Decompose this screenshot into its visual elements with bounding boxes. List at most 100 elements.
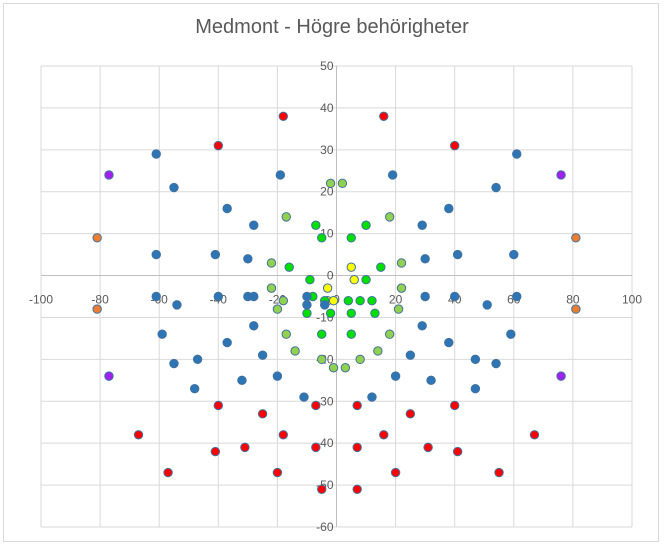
data-point xyxy=(305,275,315,285)
data-point xyxy=(396,283,407,293)
data-point xyxy=(92,233,102,243)
data-point xyxy=(373,346,383,356)
data-point xyxy=(370,308,380,318)
data-point xyxy=(405,409,416,419)
data-point xyxy=(311,220,321,230)
y-tick-label: 40 xyxy=(320,101,334,115)
data-point xyxy=(452,446,463,457)
data-point xyxy=(361,275,371,285)
data-point xyxy=(189,384,200,394)
data-point xyxy=(249,220,259,230)
data-point xyxy=(278,111,289,121)
data-point xyxy=(426,375,436,386)
data-point xyxy=(346,233,356,243)
data-point xyxy=(417,220,427,230)
data-point xyxy=(272,371,283,381)
data-point xyxy=(284,262,294,272)
data-point xyxy=(311,442,321,453)
data-point xyxy=(367,295,377,306)
data-point xyxy=(317,484,327,494)
y-tick-label: -30 xyxy=(316,394,334,408)
data-point xyxy=(163,467,173,478)
data-point xyxy=(379,430,389,440)
data-point xyxy=(450,400,460,411)
data-point xyxy=(352,400,362,411)
data-point xyxy=(361,220,371,230)
data-point xyxy=(257,350,268,360)
data-point xyxy=(311,400,321,411)
data-point xyxy=(317,354,327,365)
data-point xyxy=(133,430,144,440)
data-point xyxy=(275,170,286,180)
axes xyxy=(41,66,632,527)
data-point xyxy=(210,249,221,260)
data-point xyxy=(470,354,481,365)
data-point xyxy=(340,363,351,373)
data-point xyxy=(319,300,330,310)
data-point xyxy=(352,442,362,453)
data-point xyxy=(491,182,501,193)
data-point xyxy=(322,283,333,293)
data-point xyxy=(325,178,336,189)
data-point xyxy=(491,358,501,369)
data-point xyxy=(387,170,398,180)
data-point xyxy=(367,392,377,402)
data-point xyxy=(157,329,167,339)
chart-title: Medmont - Högre behörigheter xyxy=(195,16,469,38)
data-point xyxy=(192,354,203,365)
data-point xyxy=(450,140,460,151)
data-point xyxy=(243,254,253,264)
data-point xyxy=(169,358,179,369)
data-point xyxy=(355,354,365,365)
data-point xyxy=(346,329,356,339)
y-tick-label: -40 xyxy=(316,436,334,450)
data-point xyxy=(302,300,312,310)
data-point xyxy=(151,149,161,159)
data-point xyxy=(355,295,365,306)
data-point xyxy=(302,291,312,302)
data-point xyxy=(249,291,259,302)
x-tick-label: -100 xyxy=(29,293,53,307)
data-point xyxy=(104,170,114,180)
data-point xyxy=(571,304,581,314)
data-point xyxy=(450,291,460,302)
chart-area xyxy=(3,3,659,542)
data-point xyxy=(328,295,339,306)
data-point xyxy=(290,346,300,356)
data-point xyxy=(396,258,407,268)
data-point xyxy=(317,329,327,339)
data-point xyxy=(482,300,492,310)
data-point xyxy=(393,304,404,314)
data-point xyxy=(281,212,291,222)
data-point xyxy=(346,262,356,272)
data-point xyxy=(325,308,336,318)
data-point xyxy=(384,329,395,339)
data-point xyxy=(343,295,354,306)
x-tick-label: 100 xyxy=(622,293,642,307)
data-point xyxy=(210,446,221,457)
data-point xyxy=(151,291,161,302)
data-point xyxy=(317,233,327,243)
data-point xyxy=(169,182,179,193)
y-tick-label: 0 xyxy=(327,269,334,283)
y-tick-label: 30 xyxy=(320,143,334,157)
data-point xyxy=(379,111,389,121)
data-points xyxy=(92,111,581,494)
data-point xyxy=(556,170,566,180)
data-point xyxy=(328,363,339,373)
data-point xyxy=(423,442,433,453)
data-point xyxy=(249,321,259,331)
data-point xyxy=(281,329,291,339)
data-point xyxy=(278,295,289,306)
data-point xyxy=(405,350,416,360)
data-point xyxy=(512,291,522,302)
data-point xyxy=(213,400,224,411)
data-point xyxy=(237,375,247,386)
tick-labels: -100-80-60-40-20020406080100-60-50-40-30… xyxy=(29,59,642,534)
data-point xyxy=(384,212,395,222)
data-point xyxy=(494,467,504,478)
y-tick-label: 20 xyxy=(320,185,334,199)
data-point xyxy=(352,484,362,494)
data-point xyxy=(266,258,277,268)
